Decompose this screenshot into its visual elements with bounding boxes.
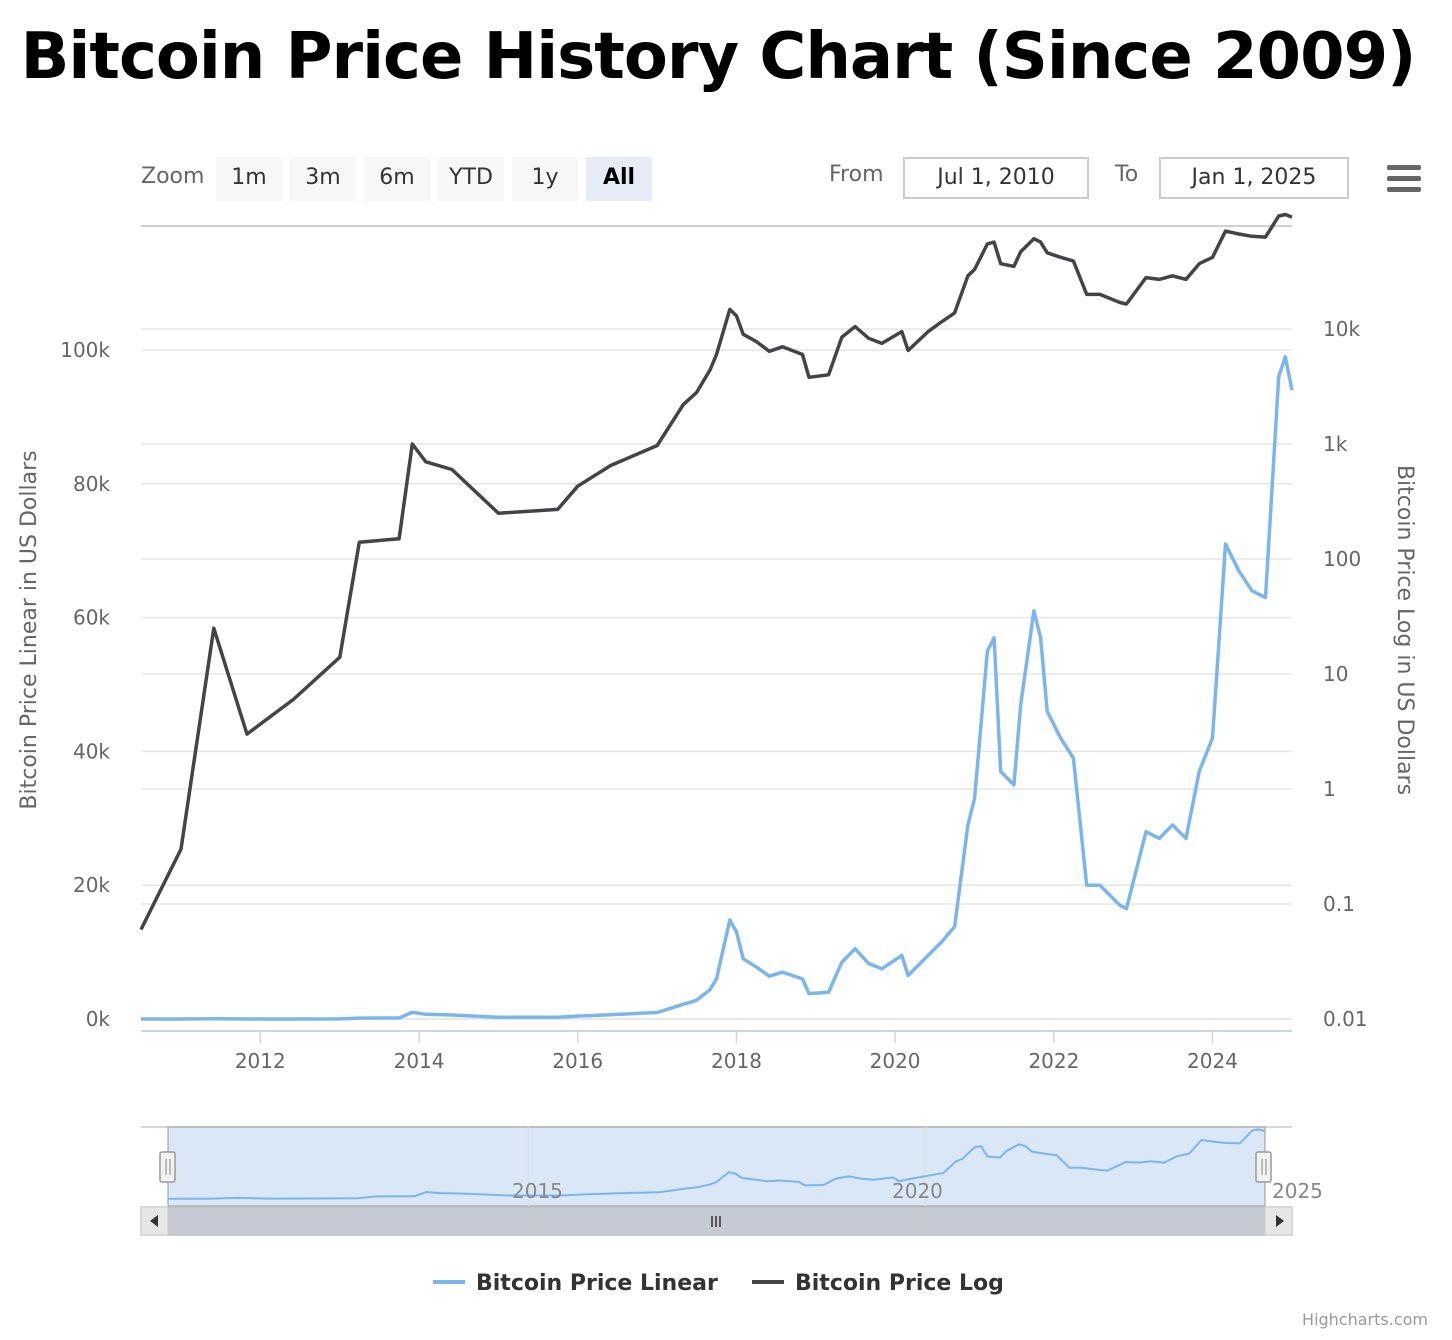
arrow-right-icon	[1276, 1215, 1284, 1227]
right-axis-tick-label: 100	[1323, 547, 1361, 571]
left-axis-tick-label: 80k	[73, 472, 110, 496]
left-axis-tick-label: 0k	[86, 1007, 111, 1031]
x-axis-tick-label: 2014	[394, 1049, 445, 1073]
chart-title: Bitcoin Price History Chart (Since 2009)	[20, 20, 1417, 94]
legend-item-linear[interactable]: Bitcoin Price Linear	[433, 1271, 718, 1296]
to-date-input[interactable]: Jan 1, 2025	[1159, 157, 1349, 199]
left-axis-title: Bitcoin Price Linear in US Dollars	[17, 450, 42, 809]
x-axis-tick-label: 2020	[870, 1049, 921, 1073]
navigator-selection-mask	[167, 1126, 1266, 1207]
series-line-linear	[141, 354, 1294, 1021]
x-axis-tick-label: 2022	[1028, 1049, 1079, 1073]
from-label: From	[829, 162, 884, 187]
legend-item-log[interactable]: Bitcoin Price Log	[752, 1271, 1004, 1296]
navigator-right-handle[interactable]	[1255, 1151, 1272, 1183]
scrollbar-left-button[interactable]	[140, 1206, 169, 1236]
zoom-button-all[interactable]: All	[586, 157, 652, 201]
zoom-button-ytd[interactable]: YTD	[438, 157, 504, 201]
series-layer	[139, 212, 1294, 1021]
zoom-button-6m[interactable]: 6m	[364, 157, 430, 201]
right-axis-tick-label: 10k	[1323, 317, 1360, 341]
right-axis-tick-label: 10	[1323, 662, 1348, 686]
navigator-series-line	[168, 1128, 1266, 1200]
arrow-left-icon	[150, 1215, 158, 1227]
zoom-button-1m[interactable]: 1m	[216, 157, 282, 201]
zoom-button-3m[interactable]: 3m	[290, 157, 356, 201]
series-line-log	[139, 212, 1293, 931]
x-axis-tick-label: 2016	[552, 1049, 603, 1073]
left-axis-tick-label: 100k	[60, 338, 110, 362]
legend-label: Bitcoin Price Linear	[476, 1271, 718, 1296]
left-axis-tick-label: 40k	[73, 739, 110, 763]
from-date-input[interactable]: Jul 1, 2010	[903, 157, 1089, 199]
right-axis-tick-label: 0.01	[1323, 1007, 1368, 1031]
navigator-tick-label: 2015	[512, 1179, 563, 1203]
navigator[interactable]: 2015 2020 2025	[140, 1126, 1323, 1236]
credits-link[interactable]: Highcharts.com	[1302, 1310, 1428, 1329]
right-axis-tick-label: 0.1	[1323, 892, 1355, 916]
navigator-tick-label: 2020	[892, 1179, 943, 1203]
x-axis-tick-label: 2018	[711, 1049, 762, 1073]
x-axis-tick-label: 2024	[1187, 1049, 1238, 1073]
grid-lines	[141, 225, 1292, 1032]
left-axis-tick-label: 20k	[73, 873, 110, 897]
x-axis: 2012 2014 2016 2018 2020 2022 2024	[235, 1031, 1238, 1073]
left-y-axis: 0k 20k 40k 60k 80k 100k	[60, 338, 110, 1031]
to-label: To	[1115, 162, 1139, 187]
zoom-label: Zoom	[141, 164, 205, 189]
right-axis-tick-label: 1k	[1323, 432, 1348, 456]
right-axis-tick-label: 1	[1323, 777, 1336, 801]
zoom-button-1y[interactable]: 1y	[512, 157, 578, 201]
hamburger-menu-icon[interactable]	[1387, 165, 1423, 195]
legend-label: Bitcoin Price Log	[795, 1271, 1004, 1296]
legend: Bitcoin Price Linear Bitcoin Price Log	[433, 1271, 1004, 1296]
right-axis-title: Bitcoin Price Log in US Dollars	[1392, 465, 1417, 795]
x-axis-tick-label: 2012	[235, 1049, 286, 1073]
right-y-axis: 0.01 0.1 1 10 100 1k 10k	[1323, 317, 1368, 1031]
navigator-left-handle[interactable]	[159, 1151, 176, 1183]
left-axis-tick-label: 60k	[73, 606, 110, 630]
navigator-tick-label: 2025	[1272, 1179, 1323, 1203]
